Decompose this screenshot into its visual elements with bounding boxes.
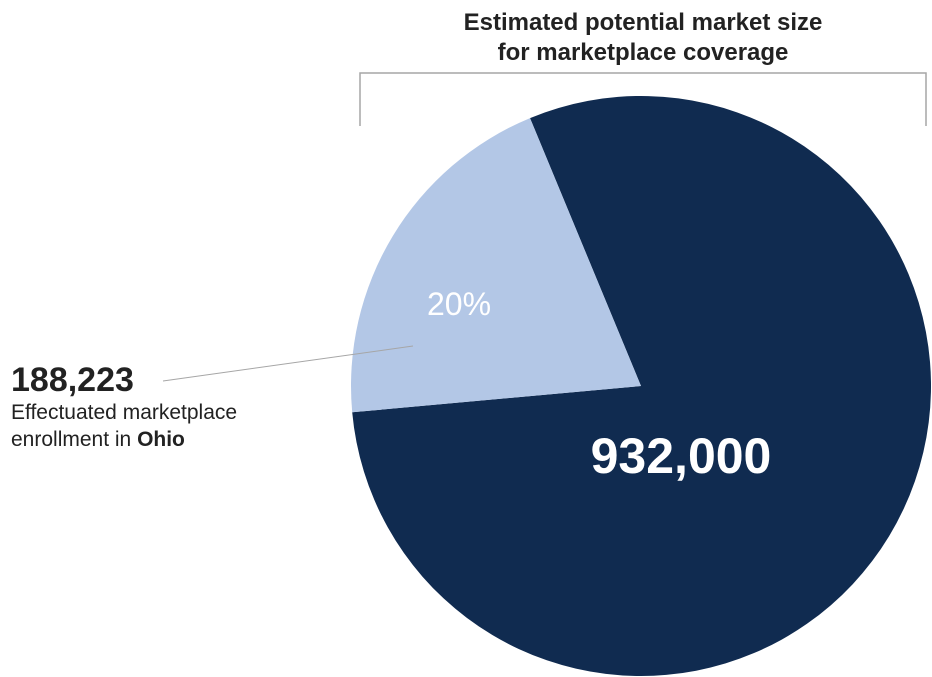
market-size-bracket <box>359 72 927 126</box>
pie-slice-remaining <box>352 95 932 676</box>
slice-percent-label: 20% <box>427 286 491 322</box>
pie-slice-enrollment <box>351 118 641 413</box>
pie-total-label: 932,000 <box>591 428 772 484</box>
callout-desc-line-2: enrollment in Ohio <box>11 426 237 453</box>
callout-state-name: Ohio <box>137 428 185 451</box>
callout-desc-line-1: Effectuated marketplace <box>11 401 238 424</box>
callout-value: 188,223 <box>11 361 134 399</box>
callout-leader-line <box>162 345 414 382</box>
chart-title-line-2: for marketplace coverage <box>497 39 789 66</box>
callout-description: Effectuated marketplace enrollment in Oh… <box>11 399 237 453</box>
callout-desc-line-2-prefix: enrollment in <box>11 428 138 451</box>
chart-title-line-1: Estimated potential market size <box>463 9 823 36</box>
